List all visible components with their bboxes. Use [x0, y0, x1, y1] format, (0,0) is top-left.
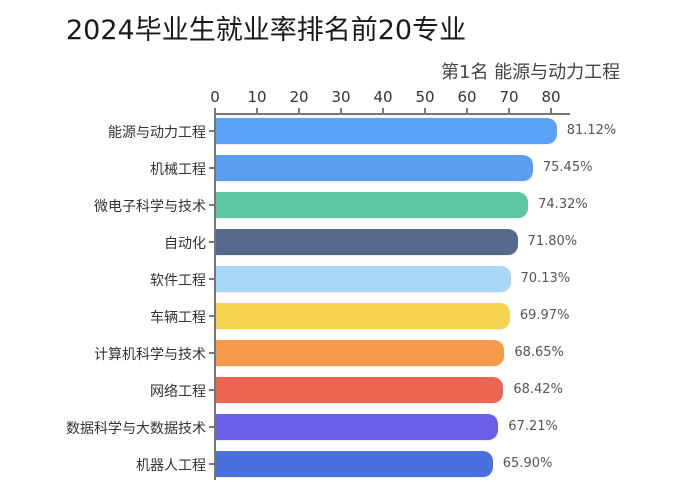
bar [216, 377, 504, 403]
bar [216, 451, 493, 477]
x-tick-label: 0 [210, 88, 220, 106]
category-label: 数据科学与大数据技术 [66, 421, 206, 437]
x-axis-line [214, 113, 570, 115]
x-tick-label: 10 [247, 88, 267, 106]
bar [216, 155, 533, 181]
category-label: 机械工程 [150, 162, 206, 178]
x-tick [550, 108, 552, 114]
x-tick [256, 108, 258, 114]
value-label: 71.80% [527, 234, 578, 249]
x-tick-label: 80 [541, 88, 561, 106]
x-tick [424, 108, 426, 114]
x-tick-label: 20 [289, 88, 309, 106]
value-label: 68.65% [514, 345, 564, 360]
bar-row: 能源与动力工程 81.12% [0, 118, 700, 144]
y-tick [209, 463, 214, 465]
bar [216, 303, 510, 329]
value-label: 75.45% [542, 160, 593, 175]
x-tick-label: 30 [331, 88, 351, 106]
x-tick [508, 108, 510, 114]
y-tick [209, 389, 214, 391]
y-tick [209, 315, 214, 317]
bar [216, 118, 557, 144]
bar-row: 机械工程 75.45% [0, 155, 700, 181]
y-tick [209, 278, 214, 280]
y-tick [209, 204, 214, 206]
chart-title: 2024毕业生就业率排名前20专业 [66, 15, 467, 46]
y-tick [209, 167, 214, 169]
bar [216, 229, 518, 255]
x-tick-label: 40 [373, 88, 393, 106]
bar-row: 计算机科学与技术 68.65% [0, 340, 700, 366]
category-label: 软件工程 [150, 273, 206, 289]
y-tick [209, 352, 214, 354]
bar-row: 微电子科学与技术 74.32% [0, 192, 700, 218]
y-tick [209, 130, 214, 132]
bar-row: 自动化 71.80% [0, 229, 700, 255]
category-label: 能源与动力工程 [108, 125, 206, 141]
bar-row: 网络工程 68.42% [0, 377, 700, 403]
x-tick-label: 60 [457, 88, 477, 106]
x-tick [382, 108, 384, 114]
value-label: 65.90% [502, 456, 553, 471]
value-label: 81.12% [566, 123, 617, 138]
x-tick-label: 50 [415, 88, 435, 106]
x-tick [466, 108, 468, 114]
bar [216, 266, 511, 292]
bar-row: 机器人工程 65.90% [0, 451, 700, 477]
y-axis-line [214, 113, 216, 480]
value-label: 67.21% [508, 419, 558, 434]
category-label: 机器人工程 [136, 458, 206, 474]
value-label: 70.13% [520, 271, 571, 286]
y-tick [209, 426, 214, 428]
x-tick [340, 108, 342, 114]
category-label: 车辆工程 [150, 310, 206, 326]
category-label: 微电子科学与技术 [94, 199, 206, 215]
category-label: 计算机科学与技术 [94, 347, 206, 363]
x-tick [214, 108, 216, 114]
category-label: 自动化 [164, 236, 206, 252]
bar [216, 340, 505, 366]
bar [216, 192, 529, 218]
y-tick [209, 241, 214, 243]
bar [216, 414, 499, 440]
chart-subtitle: 第1名 能源与动力工程 [441, 62, 621, 83]
value-label: 74.32% [538, 197, 588, 212]
bar-row: 软件工程 70.13% [0, 266, 700, 292]
value-label: 68.42% [513, 382, 563, 397]
bar-row: 数据科学与大数据技术 67.21% [0, 414, 700, 440]
bar-row: 车辆工程 69.97% [0, 303, 700, 329]
value-label: 69.97% [519, 308, 570, 323]
x-tick-label: 70 [499, 88, 519, 106]
x-tick [298, 108, 300, 114]
category-label: 网络工程 [150, 384, 206, 400]
